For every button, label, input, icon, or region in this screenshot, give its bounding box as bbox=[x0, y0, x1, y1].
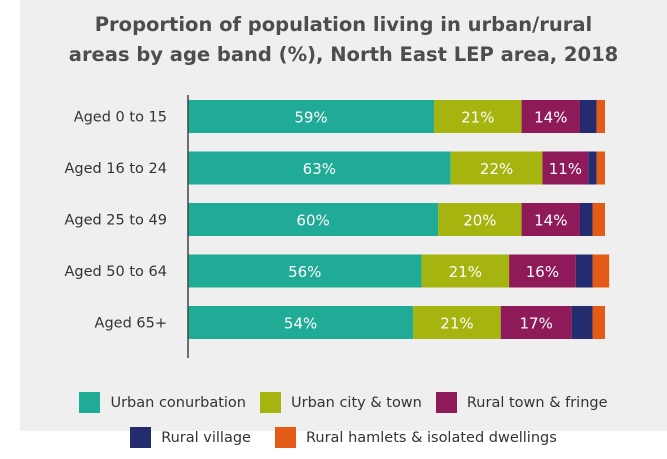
bar-urban-city-town-aged-25-to-49 bbox=[438, 203, 522, 236]
data-label-rural-town-fringe-aged-65: 17% bbox=[520, 315, 553, 333]
chart-title-line-1: Proportion of population living in urban… bbox=[94, 13, 593, 36]
legend-label-urban-city-town: Urban city & town bbox=[291, 394, 422, 411]
legend-item-urban-city-town: Urban city & town bbox=[260, 392, 422, 413]
bar-rural-town-fringe-aged-50-to-64 bbox=[509, 254, 576, 288]
bar-urban-conurbation-aged-16-to-24 bbox=[188, 151, 451, 185]
legend-row-2: Rural village Rural hamlets & isolated d… bbox=[20, 427, 667, 448]
bar-urban-city-town-aged-50-to-64 bbox=[421, 254, 510, 288]
bar-rural-hamlets-isolated-dwellings-aged-25-to-49 bbox=[592, 203, 605, 236]
data-label-urban-city-town-aged-0-to-15: 21% bbox=[461, 109, 494, 127]
category-label-aged-16-to-24: Aged 16 to 24 bbox=[64, 161, 167, 177]
bar-rural-village-aged-25-to-49 bbox=[579, 203, 593, 236]
bar-rural-village-aged-50-to-64 bbox=[575, 254, 593, 288]
bar-urban-city-town-aged-16-to-24 bbox=[450, 151, 543, 185]
bar-rural-village-aged-0-to-15 bbox=[579, 100, 597, 133]
legend-label-rural-town-fringe: Rural town & fringe bbox=[466, 394, 608, 411]
data-label-urban-conurbation-aged-50-to-64: 56% bbox=[288, 263, 321, 281]
bar-rural-hamlets-isolated-dwellings-aged-65 bbox=[592, 306, 605, 339]
bar-rural-hamlets-isolated-dwellings-aged-50-to-64 bbox=[592, 254, 610, 288]
data-label-urban-conurbation-aged-16-to-24: 63% bbox=[303, 160, 336, 178]
data-label-rural-town-fringe-aged-0-to-15: 14% bbox=[534, 109, 567, 127]
bar-rural-hamlets-isolated-dwellings-aged-0-to-15 bbox=[596, 100, 605, 133]
category-label-aged-50-to-64: Aged 50 to 64 bbox=[64, 264, 167, 280]
legend-row-1: Urban conurbation Urban city & town Rura… bbox=[20, 392, 667, 413]
bar-urban-city-town-aged-0-to-15 bbox=[434, 100, 522, 133]
category-label-aged-65: Aged 65+ bbox=[95, 316, 167, 332]
bar-urban-conurbation-aged-0-to-15 bbox=[188, 100, 435, 133]
legend-swatch-urban-conurbation bbox=[79, 392, 101, 413]
bar-urban-city-town-aged-65 bbox=[413, 306, 501, 339]
data-label-rural-town-fringe-aged-50-to-64: 16% bbox=[526, 263, 559, 281]
bar-rural-town-fringe-aged-65 bbox=[500, 306, 572, 339]
legend-item-rural-hamlets: Rural hamlets & isolated dwellings bbox=[274, 427, 557, 448]
data-label-urban-city-town-aged-50-to-64: 21% bbox=[449, 263, 482, 281]
chart-title: Proportion of population living in urban… bbox=[20, 10, 667, 70]
data-label-urban-city-town-aged-25-to-49: 20% bbox=[463, 212, 496, 230]
legend-swatch-rural-town-fringe bbox=[435, 392, 457, 413]
bar-rural-hamlets-isolated-dwellings-aged-16-to-24 bbox=[596, 151, 605, 185]
legend-label-rural-village: Rural village bbox=[161, 429, 251, 446]
data-label-urban-conurbation-aged-0-to-15: 59% bbox=[294, 109, 327, 127]
data-label-urban-conurbation-aged-65: 54% bbox=[284, 315, 317, 333]
bar-rural-village-aged-65 bbox=[571, 306, 593, 339]
bar-urban-conurbation-aged-50-to-64 bbox=[188, 254, 422, 288]
bar-rural-town-fringe-aged-25-to-49 bbox=[521, 203, 580, 236]
chart-title-line-2: areas by age band (%), North East LEP ar… bbox=[68, 43, 619, 66]
legend-item-rural-village: Rural village bbox=[130, 427, 251, 448]
legend-label-urban-conurbation: Urban conurbation bbox=[110, 394, 246, 411]
bar-urban-conurbation-aged-25-to-49 bbox=[188, 203, 439, 236]
data-label-urban-conurbation-aged-25-to-49: 60% bbox=[296, 212, 329, 230]
data-label-urban-city-town-aged-65: 21% bbox=[440, 315, 473, 333]
bar-rural-village-aged-16-to-24 bbox=[588, 151, 597, 185]
legend-item-rural-town-fringe: Rural town & fringe bbox=[435, 392, 608, 413]
bar-urban-conurbation-aged-65 bbox=[188, 306, 414, 339]
data-label-urban-city-town-aged-16-to-24: 22% bbox=[480, 160, 513, 178]
legend-swatch-rural-village bbox=[130, 427, 152, 448]
category-label-aged-25-to-49: Aged 25 to 49 bbox=[64, 213, 167, 229]
bar-rural-town-fringe-aged-0-to-15 bbox=[521, 100, 580, 133]
data-label-rural-town-fringe-aged-16-to-24: 11% bbox=[549, 160, 582, 178]
legend-item-urban-conurbation: Urban conurbation bbox=[79, 392, 246, 413]
data-label-rural-town-fringe-aged-25-to-49: 14% bbox=[534, 212, 567, 230]
legend-swatch-rural-hamlets bbox=[274, 427, 296, 448]
legend-label-rural-hamlets: Rural hamlets & isolated dwellings bbox=[305, 429, 557, 446]
category-label-aged-0-to-15: Aged 0 to 15 bbox=[74, 110, 167, 126]
legend-swatch-urban-city-town bbox=[260, 392, 281, 413]
bar-rural-town-fringe-aged-16-to-24 bbox=[542, 151, 589, 185]
